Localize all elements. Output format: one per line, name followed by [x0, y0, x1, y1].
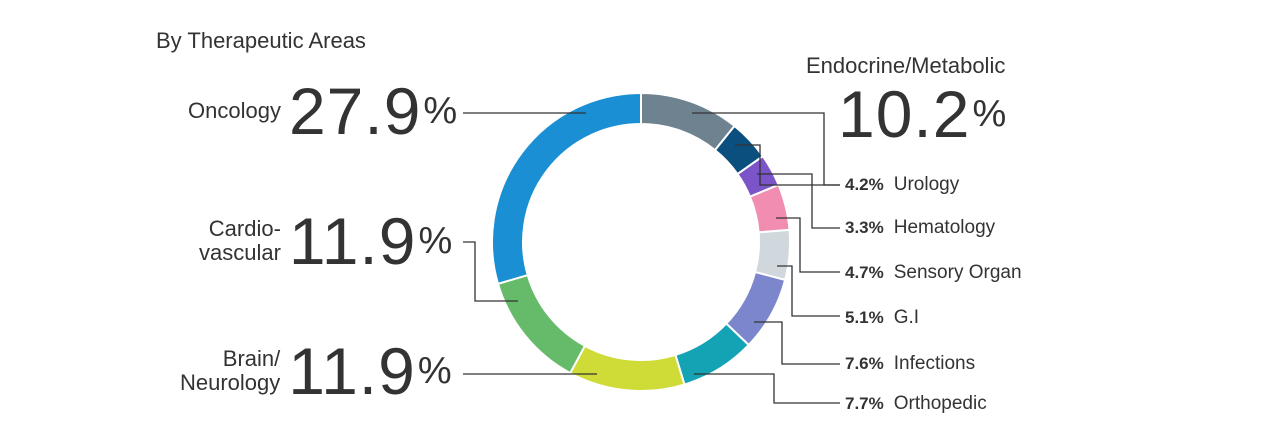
- slice-endocrine-metabolic: [640, 91, 736, 152]
- label-hematology: 3.3% Hematology: [845, 216, 995, 240]
- label-hematology-name: Hematology: [893, 217, 996, 238]
- chart-title: By Therapeutic Areas: [156, 28, 366, 53]
- label-orthopedic-name: Orthopedic: [893, 393, 987, 414]
- slice-oncology: [491, 91, 642, 286]
- leader-hematology: [757, 173, 840, 229]
- label-cardiovascular-name: Cardio- vascular: [199, 216, 281, 265]
- label-endocrine-metabolic: Endocrine/Metabolic 10.2 %: [806, 53, 1006, 147]
- label-sensory-value: 4.7%: [845, 263, 884, 282]
- label-cardiovascular: Cardio- vascular 11.9 %: [199, 208, 452, 274]
- label-oncology-percent-sign: %: [423, 90, 458, 132]
- label-oncology-value: 27.9: [288, 74, 422, 148]
- label-gi-value: 5.1%: [845, 308, 884, 327]
- slice-brain-neurology: [568, 344, 686, 392]
- slice-cardio-vascular: [496, 273, 587, 375]
- label-endocrine-name: Endocrine/Metabolic: [806, 53, 1006, 78]
- label-infections-value: 7.6%: [845, 354, 884, 373]
- leader-infections: [754, 321, 840, 365]
- label-sensory-organ: 4.7% Sensory Organ: [845, 261, 1022, 285]
- label-endocrine-percent-sign: %: [972, 93, 1007, 135]
- label-infections: 7.6% Infections: [845, 352, 975, 376]
- label-cardiovascular-percent-sign: %: [418, 220, 453, 262]
- label-brain-neurology: Brain/ Neurology 11.9 %: [180, 338, 452, 404]
- label-infections-name: Infections: [893, 353, 976, 374]
- leader-cardiovascular: [463, 241, 518, 302]
- label-orthopedic: 7.7% Orthopedic: [845, 392, 987, 416]
- leader-urology: [735, 144, 840, 186]
- donut-slices: [491, 91, 791, 392]
- leader-lines: [463, 112, 840, 404]
- label-brain-neurology-value: 11.9: [288, 334, 416, 408]
- label-gi: 5.1% G.I: [845, 306, 919, 330]
- label-gi-name: G.I: [893, 307, 920, 328]
- label-endocrine-value: 10.2: [838, 77, 971, 151]
- label-brain-neurology-percent-sign: %: [417, 350, 452, 392]
- label-urology-name: Urology: [893, 174, 960, 195]
- label-urology: 4.2% Urology: [845, 173, 959, 197]
- label-oncology-name: Oncology: [188, 98, 281, 123]
- label-hematology-value: 3.3%: [845, 218, 884, 237]
- leader-sensory-organ: [776, 217, 840, 273]
- label-brain-neurology-name: Brain/ Neurology: [180, 346, 281, 395]
- leader-orthopedic: [694, 373, 840, 404]
- label-orthopedic-value: 7.7%: [845, 394, 884, 413]
- label-oncology: Oncology 27.9 %: [188, 78, 457, 144]
- leader-gi: [777, 265, 840, 317]
- label-cardiovascular-value: 11.9: [288, 204, 417, 278]
- label-sensory-name: Sensory Organ: [893, 262, 1022, 283]
- label-urology-value: 4.2%: [845, 175, 884, 194]
